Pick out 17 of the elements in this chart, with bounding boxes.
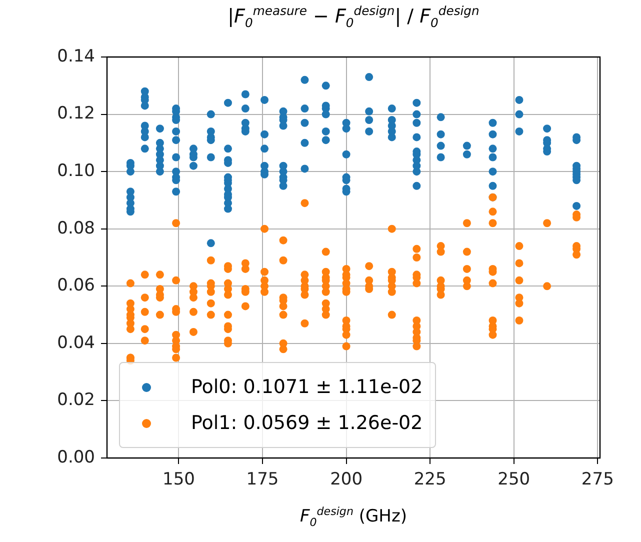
x-tick-label: 250 bbox=[498, 470, 530, 490]
y-tick-label: 0.14 bbox=[57, 46, 95, 66]
x-axis-title: F$_{0}$$^{design}$ (GHz) bbox=[298, 505, 408, 530]
y-tick-label: 0.04 bbox=[57, 332, 95, 353]
legend-label: Pol1: 0.0569 ± 1.26e-02 bbox=[191, 412, 423, 434]
y-tick-label: 0.08 bbox=[57, 218, 95, 238]
legend-label: Pol0: 0.1071 ± 1.11e-02 bbox=[191, 376, 423, 398]
x-tick-label: 150 bbox=[162, 470, 195, 490]
x-tick-label: 275 bbox=[581, 470, 614, 490]
y-tick-label: 0.06 bbox=[57, 276, 95, 296]
x-tick-label: 200 bbox=[330, 470, 363, 490]
x-tick-label: 175 bbox=[246, 470, 279, 490]
y-tick-label: 0.12 bbox=[57, 104, 95, 124]
y-tick-label: 0.00 bbox=[57, 447, 95, 468]
y-tick-label: 0.10 bbox=[57, 160, 95, 181]
x-tick-label: 225 bbox=[414, 470, 446, 490]
y-tick-label: 0.02 bbox=[57, 390, 95, 410]
